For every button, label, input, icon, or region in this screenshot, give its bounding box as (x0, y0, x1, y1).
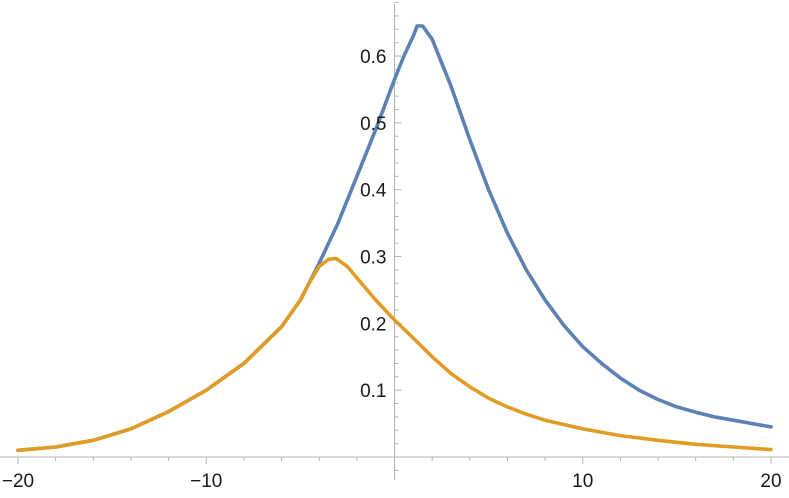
ticks-layer (17, 2, 772, 471)
x-tick-label: −10 (190, 471, 222, 492)
x-tick-label: 10 (572, 471, 593, 492)
y-tick-label: 0.6 (360, 47, 386, 68)
y-tick-label: 0.1 (360, 381, 386, 402)
tick-labels: −20 −10 10 20 0.1 0.2 0.3 0.4 0.5 0.6 (2, 47, 782, 492)
x-tick-label: 20 (760, 471, 781, 492)
series-line-2 (16, 256, 773, 453)
y-tick-label: 0.5 (360, 114, 386, 135)
x-tick-label: −20 (2, 471, 34, 492)
series-layer (16, 24, 773, 453)
y-tick-label: 0.3 (360, 248, 386, 269)
y-tick-label: 0.4 (360, 181, 387, 202)
y-tick-label: 0.2 (360, 314, 386, 335)
